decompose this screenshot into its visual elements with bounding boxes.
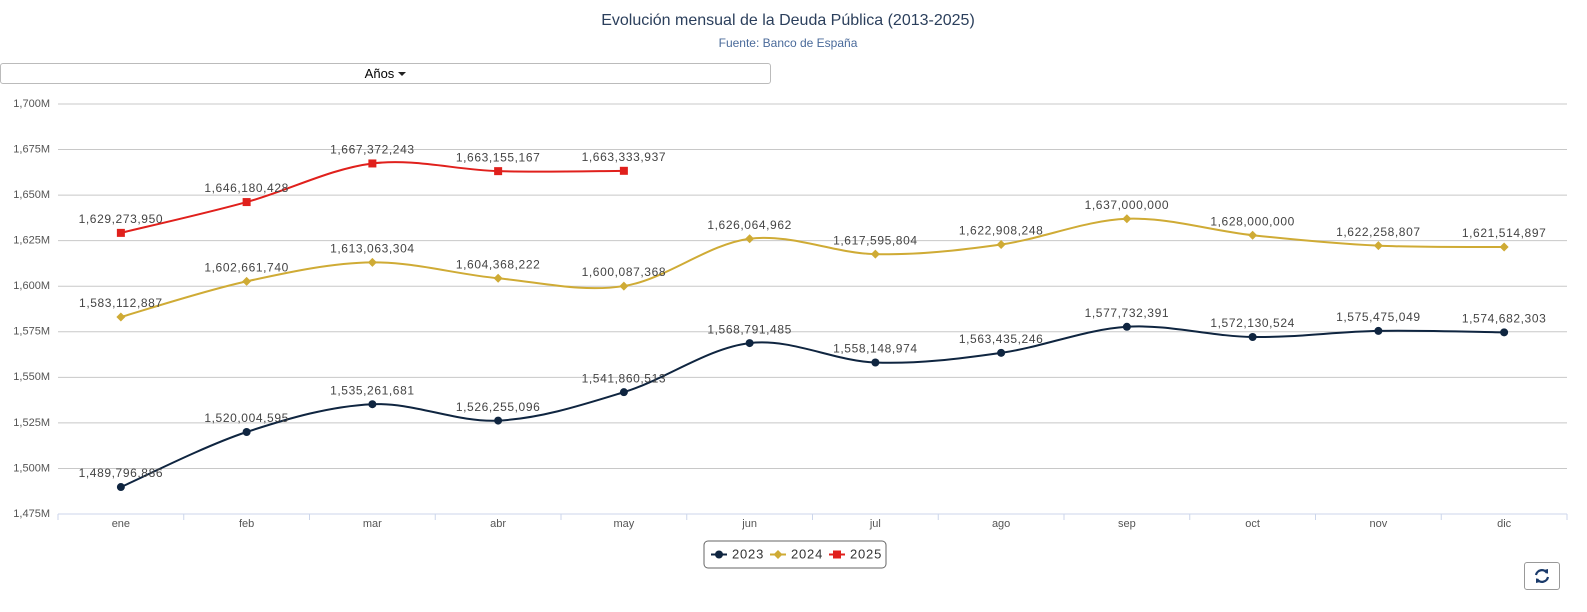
x-tick-label: may <box>613 518 634 530</box>
legend-marker <box>833 550 841 559</box>
y-tick-label: 1,500M <box>13 462 50 474</box>
reset-button[interactable] <box>1524 562 1560 590</box>
chart-title: Evolución mensual de la Deuda Pública (2… <box>601 12 975 29</box>
data-point <box>745 234 755 244</box>
data-point <box>116 483 125 492</box>
data-point <box>870 249 880 259</box>
data-label: 1,613,063,304 <box>330 242 415 256</box>
data-point <box>368 400 377 409</box>
data-label: 1,622,258,807 <box>1336 225 1421 239</box>
x-tick-label: dic <box>1497 518 1512 530</box>
legend-marker <box>715 550 723 559</box>
y-tick-label: 1,525M <box>13 417 50 429</box>
data-point <box>996 239 1006 249</box>
refresh-icon <box>1534 569 1550 583</box>
data-point <box>493 273 503 283</box>
data-label: 1,602,661,740 <box>204 261 289 275</box>
y-tick-label: 1,600M <box>13 280 50 292</box>
data-label: 1,563,435,246 <box>959 332 1044 346</box>
legend-label: 2025 <box>850 546 882 561</box>
data-point <box>1122 214 1132 224</box>
legend-box <box>703 540 887 569</box>
data-point <box>368 159 377 168</box>
data-label: 1,617,595,804 <box>833 233 918 247</box>
x-tick-label: jun <box>741 518 757 530</box>
y-tick-label: 1,550M <box>13 371 50 383</box>
data-point <box>1374 326 1383 335</box>
data-label: 1,558,148,974 <box>833 342 918 356</box>
data-point <box>871 358 880 367</box>
data-point <box>242 198 251 207</box>
chart-subtitle: Fuente: Banco de España <box>719 36 858 50</box>
data-label: 1,604,368,222 <box>456 257 541 271</box>
x-tick-label: oct <box>1245 518 1260 530</box>
data-label: 1,541,860,513 <box>582 371 667 385</box>
data-point <box>242 276 252 286</box>
data-point <box>367 257 377 267</box>
data-label: 1,575,475,049 <box>1336 310 1421 324</box>
data-label: 1,520,004,595 <box>204 411 289 425</box>
legend-label: 2024 <box>791 546 823 561</box>
data-label: 1,535,261,681 <box>330 383 415 397</box>
data-point <box>1248 230 1258 240</box>
series-line <box>120 217 1505 318</box>
data-label: 1,600,087,368 <box>582 265 667 279</box>
data-label: 1,621,514,897 <box>1462 226 1547 240</box>
data-point <box>619 388 628 397</box>
data-point <box>494 416 503 425</box>
data-point <box>1248 333 1257 342</box>
data-label: 1,637,000,000 <box>1085 198 1170 212</box>
x-tick-label: jul <box>869 518 881 530</box>
data-label: 1,628,000,000 <box>1210 214 1295 228</box>
data-point <box>242 427 251 436</box>
legend-label: 2023 <box>732 546 764 561</box>
data-label: 1,526,255,096 <box>456 400 541 414</box>
data-point <box>116 228 125 237</box>
series-line <box>120 161 624 234</box>
data-label: 1,489,796,886 <box>79 466 164 480</box>
year-dropdown[interactable]: Años <box>0 63 771 84</box>
data-label: 1,574,682,303 <box>1462 312 1547 326</box>
y-tick-label: 1,475M <box>13 508 50 520</box>
x-tick-label: mar <box>363 518 382 530</box>
data-point <box>494 167 503 176</box>
x-tick-label: sep <box>1118 518 1136 530</box>
data-label: 1,577,732,391 <box>1085 306 1170 320</box>
series-line <box>120 325 1505 488</box>
data-label: 1,572,130,524 <box>1210 316 1295 330</box>
y-tick-label: 1,650M <box>13 189 50 201</box>
data-label: 1,663,155,167 <box>456 150 541 164</box>
data-label: 1,629,273,950 <box>79 212 164 226</box>
data-label: 1,667,372,243 <box>330 143 415 157</box>
data-label: 1,646,180,428 <box>204 181 289 195</box>
caret <box>398 71 407 76</box>
data-label: 1,622,908,248 <box>959 224 1044 238</box>
data-label: 1,568,791,485 <box>707 322 792 336</box>
data-point <box>997 348 1006 357</box>
y-tick-label: 1,700M <box>13 98 50 110</box>
x-tick-label: ene <box>112 518 130 530</box>
data-label: 1,663,333,937 <box>582 150 667 164</box>
data-point <box>1500 328 1509 337</box>
data-label: 1,626,064,962 <box>707 218 792 232</box>
data-point <box>1122 322 1131 331</box>
data-label: 1,583,112,887 <box>79 296 163 310</box>
data-point <box>619 281 629 291</box>
dropdown-label: Años <box>364 66 395 81</box>
x-tick-label: feb <box>239 518 254 530</box>
data-point <box>116 312 126 322</box>
x-tick-label: nov <box>1370 518 1388 530</box>
data-point <box>745 339 754 348</box>
data-point <box>1499 242 1509 252</box>
x-tick-label: abr <box>490 518 506 530</box>
y-tick-label: 1,625M <box>13 235 50 247</box>
legend-marker <box>773 550 783 559</box>
y-tick-label: 1,675M <box>13 143 50 155</box>
y-tick-label: 1,575M <box>13 326 50 338</box>
data-point <box>619 166 628 175</box>
x-tick-label: ago <box>992 518 1010 530</box>
data-point <box>1373 241 1383 251</box>
